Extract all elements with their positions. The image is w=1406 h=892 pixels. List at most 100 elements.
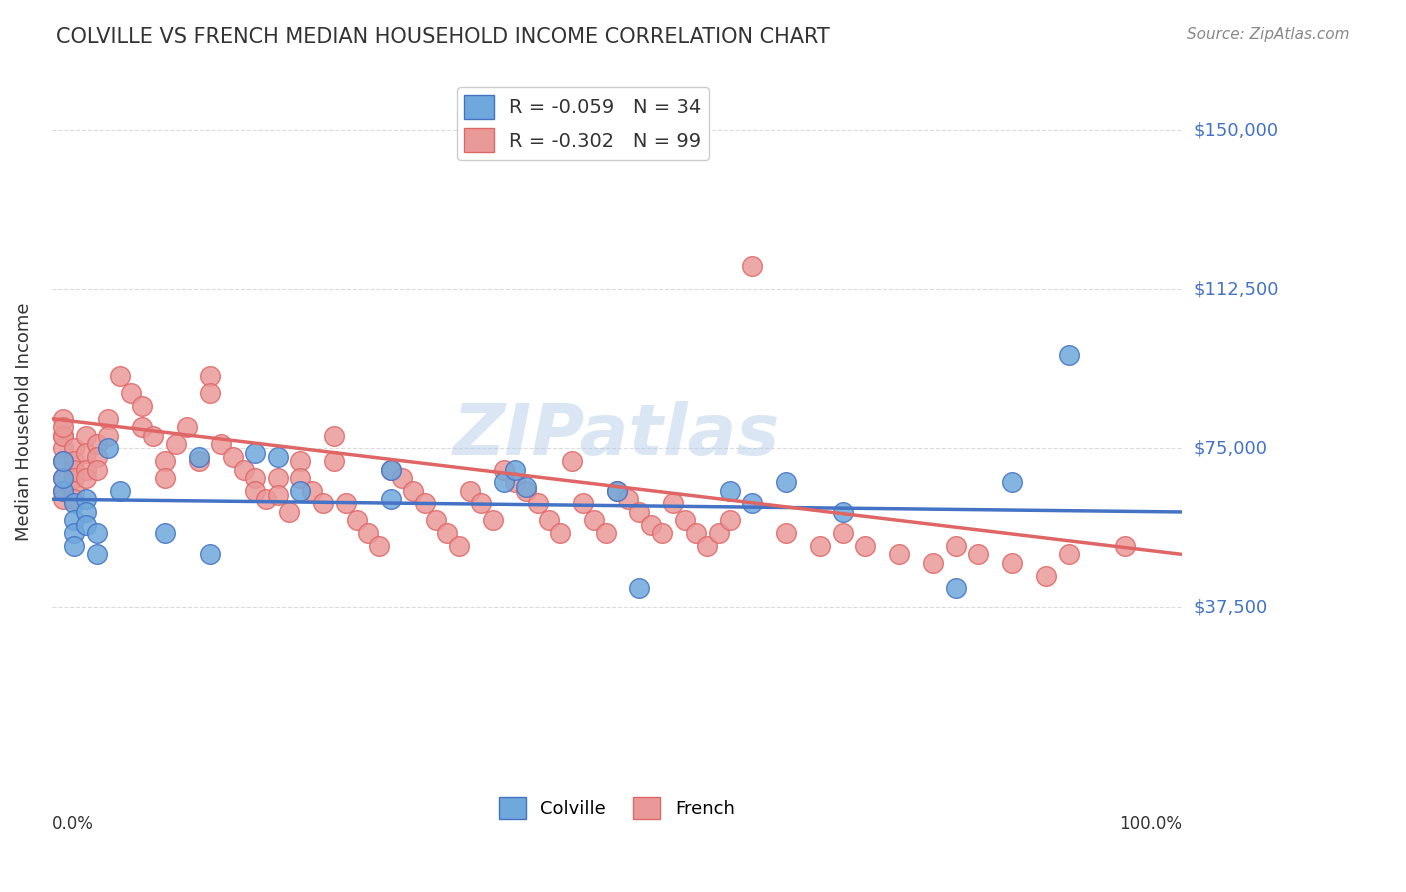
Point bbox=[1001, 475, 1024, 490]
Point bbox=[831, 505, 853, 519]
Point bbox=[492, 462, 515, 476]
Point bbox=[63, 483, 86, 498]
Point bbox=[153, 471, 176, 485]
Point bbox=[221, 450, 243, 464]
Point bbox=[243, 445, 266, 459]
Text: 0.0%: 0.0% bbox=[52, 814, 94, 832]
Point bbox=[209, 437, 232, 451]
Point bbox=[380, 492, 402, 507]
Point bbox=[312, 496, 335, 510]
Point bbox=[526, 496, 548, 510]
Point bbox=[52, 420, 75, 434]
Point bbox=[503, 475, 526, 490]
Text: $112,500: $112,500 bbox=[1194, 280, 1278, 299]
Point bbox=[718, 483, 741, 498]
Point bbox=[97, 411, 120, 425]
Point bbox=[120, 386, 142, 401]
Point bbox=[52, 428, 75, 442]
Point bbox=[1057, 547, 1080, 561]
Point bbox=[63, 471, 86, 485]
Point bbox=[1001, 556, 1024, 570]
Point bbox=[651, 526, 673, 541]
Point bbox=[458, 483, 481, 498]
Point bbox=[945, 539, 967, 553]
Point bbox=[413, 496, 436, 510]
Point bbox=[662, 496, 685, 510]
Text: COLVILLE VS FRENCH MEDIAN HOUSEHOLD INCOME CORRELATION CHART: COLVILLE VS FRENCH MEDIAN HOUSEHOLD INCO… bbox=[56, 27, 830, 46]
Point bbox=[52, 483, 75, 498]
Point bbox=[232, 462, 254, 476]
Text: 100.0%: 100.0% bbox=[1119, 814, 1182, 832]
Point bbox=[741, 259, 763, 273]
Point bbox=[63, 442, 86, 456]
Point bbox=[492, 475, 515, 490]
Point bbox=[673, 513, 696, 527]
Y-axis label: Median Household Income: Median Household Income bbox=[15, 302, 32, 541]
Point bbox=[561, 454, 583, 468]
Point bbox=[63, 492, 86, 507]
Point bbox=[278, 505, 301, 519]
Text: $37,500: $37,500 bbox=[1194, 599, 1267, 616]
Point bbox=[470, 496, 492, 510]
Point bbox=[696, 539, 718, 553]
Point bbox=[52, 471, 75, 485]
Point bbox=[335, 496, 357, 510]
Point bbox=[503, 462, 526, 476]
Point bbox=[346, 513, 368, 527]
Point bbox=[187, 454, 209, 468]
Point bbox=[108, 369, 131, 384]
Point bbox=[75, 492, 97, 507]
Point bbox=[75, 505, 97, 519]
Point bbox=[52, 483, 75, 498]
Point bbox=[131, 399, 153, 413]
Point bbox=[775, 526, 797, 541]
Point bbox=[290, 454, 312, 468]
Point bbox=[63, 462, 86, 476]
Point bbox=[357, 526, 380, 541]
Point bbox=[52, 442, 75, 456]
Point bbox=[267, 471, 290, 485]
Point bbox=[707, 526, 730, 541]
Text: Source: ZipAtlas.com: Source: ZipAtlas.com bbox=[1187, 27, 1350, 42]
Point bbox=[52, 454, 75, 468]
Point bbox=[108, 483, 131, 498]
Point bbox=[75, 462, 97, 476]
Point bbox=[1057, 348, 1080, 362]
Point bbox=[243, 483, 266, 498]
Point bbox=[243, 471, 266, 485]
Point bbox=[572, 496, 595, 510]
Point bbox=[436, 526, 458, 541]
Point bbox=[481, 513, 503, 527]
Point bbox=[187, 450, 209, 464]
Point bbox=[86, 526, 108, 541]
Point bbox=[855, 539, 877, 553]
Point bbox=[256, 492, 278, 507]
Point bbox=[267, 488, 290, 502]
Point bbox=[628, 505, 651, 519]
Point bbox=[640, 517, 662, 532]
Point bbox=[290, 471, 312, 485]
Point bbox=[628, 581, 651, 595]
Point bbox=[301, 483, 323, 498]
Point bbox=[425, 513, 447, 527]
Point bbox=[402, 483, 425, 498]
Point bbox=[391, 471, 413, 485]
Point bbox=[922, 556, 945, 570]
Point bbox=[176, 420, 198, 434]
Point bbox=[63, 513, 86, 527]
Text: $75,000: $75,000 bbox=[1194, 440, 1267, 458]
Point bbox=[63, 526, 86, 541]
Point bbox=[52, 471, 75, 485]
Text: ZIPatlas: ZIPatlas bbox=[453, 401, 780, 470]
Point bbox=[86, 462, 108, 476]
Point bbox=[97, 428, 120, 442]
Point bbox=[889, 547, 911, 561]
Point bbox=[75, 445, 97, 459]
Legend: Colville, French: Colville, French bbox=[492, 789, 742, 826]
Point bbox=[595, 526, 617, 541]
Point bbox=[198, 386, 221, 401]
Point bbox=[86, 547, 108, 561]
Point bbox=[75, 428, 97, 442]
Text: $150,000: $150,000 bbox=[1194, 121, 1278, 139]
Point bbox=[368, 539, 391, 553]
